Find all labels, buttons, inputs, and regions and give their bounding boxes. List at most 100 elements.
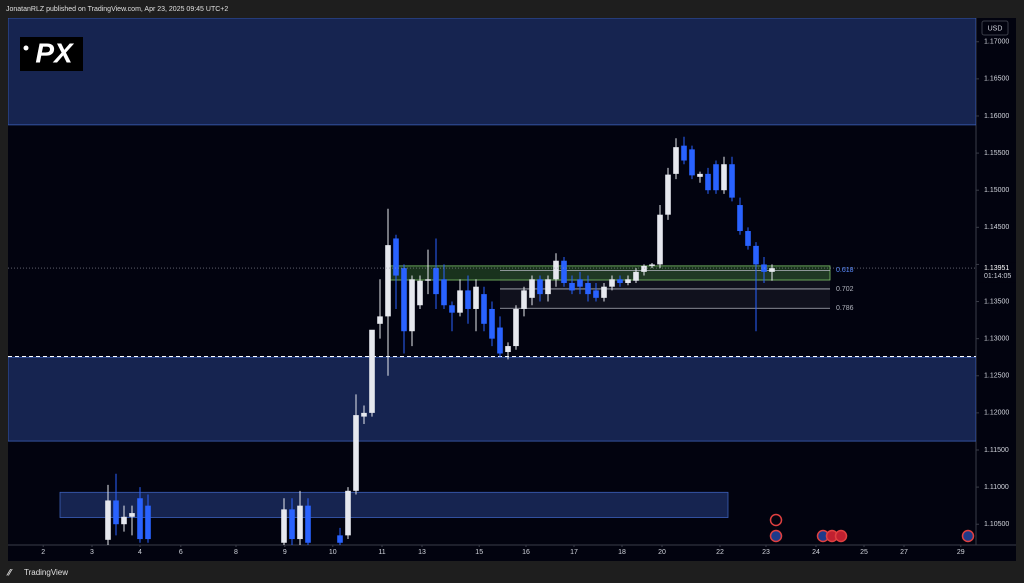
fib-label: 0.702 <box>836 286 854 293</box>
candle-body <box>729 164 735 198</box>
candle-body <box>449 305 455 313</box>
fib-label: 0.618 <box>836 267 854 274</box>
y-tick-label: 1.16500 <box>984 76 1009 83</box>
candle-body <box>505 346 511 353</box>
last-price-tag <box>977 262 1016 283</box>
zone <box>8 356 976 442</box>
candle-body <box>345 490 351 536</box>
currency: USD <box>988 25 1003 32</box>
candle-body <box>545 279 551 295</box>
candle-body <box>353 415 359 491</box>
candle-body <box>137 498 143 540</box>
candle-body <box>553 260 559 280</box>
y-tick-label: 1.13000 <box>984 335 1009 342</box>
candle-body <box>385 245 391 317</box>
candle-body <box>721 164 727 191</box>
x-tick-label: 4 <box>138 549 142 556</box>
candle-body <box>609 279 615 287</box>
candle-body <box>281 509 287 543</box>
y-tick-label: 1.15000 <box>984 187 1009 194</box>
x-tick-label: 10 <box>329 549 337 556</box>
candle-body <box>585 282 591 295</box>
candle-body <box>673 147 679 174</box>
logo-dot <box>23 45 29 51</box>
candle-body <box>513 308 519 347</box>
event-icon <box>961 529 975 543</box>
candle-body <box>113 500 119 525</box>
x-tick-label: 23 <box>762 549 770 556</box>
y-tick-label: 1.12000 <box>984 410 1009 417</box>
zone <box>8 18 976 126</box>
x-tick-label: 3 <box>90 549 94 556</box>
y-tick-label: 1.13500 <box>984 298 1009 305</box>
candle-body <box>665 174 671 215</box>
candle-body <box>641 265 647 272</box>
footer-brand: TradingView <box>24 568 68 577</box>
candle-body <box>649 264 655 266</box>
last-price-label: 1.13951 <box>984 265 1009 272</box>
candle-body <box>433 268 439 295</box>
event-icons <box>769 513 975 543</box>
footer-logo: ⁄⁄ <box>6 567 14 577</box>
x-tick-label: 29 <box>957 549 965 556</box>
candle-body <box>577 279 583 287</box>
candle-body <box>561 260 567 283</box>
candle-body <box>441 279 447 306</box>
candle-body <box>753 245 759 265</box>
event-icon <box>769 529 783 543</box>
candle-body <box>601 286 607 298</box>
candle-body <box>465 290 471 309</box>
x-tick-label: 22 <box>716 549 724 556</box>
candle-body <box>769 268 775 272</box>
candle-body <box>473 286 479 309</box>
y-tick-label: 1.15500 <box>984 150 1009 157</box>
x-tick-label: 25 <box>860 549 868 556</box>
candle-body <box>289 509 295 540</box>
x-tick-label: 9 <box>283 549 287 556</box>
candle-body <box>681 145 687 161</box>
x-tick-label: 6 <box>179 549 183 556</box>
x-tick-label: 2 <box>41 549 45 556</box>
y-tick-label: 1.11500 <box>984 447 1009 454</box>
y-tick-label: 1.11000 <box>984 484 1009 491</box>
x-tick-label: 11 <box>378 549 385 556</box>
candle-body <box>305 505 311 543</box>
candle-body <box>569 282 575 291</box>
candle-body <box>745 231 751 246</box>
x-tick-label: 15 <box>475 549 483 556</box>
candle-body <box>689 149 695 176</box>
plot-area <box>8 18 976 545</box>
candle-body <box>401 268 407 332</box>
candle-body <box>417 280 423 306</box>
x-tick-label: 17 <box>570 549 578 556</box>
logo-box <box>20 37 83 71</box>
candle-body <box>633 271 639 281</box>
candle-body <box>377 316 383 324</box>
candle-body <box>121 516 127 525</box>
event-icon <box>834 529 848 543</box>
x-tick-label: 16 <box>522 549 530 556</box>
candle-body <box>337 535 343 543</box>
candle-body <box>625 279 631 283</box>
candle-body <box>297 505 303 540</box>
candle-body <box>657 214 663 265</box>
fib-label: 0.786 <box>836 305 854 312</box>
candle-body <box>393 238 399 276</box>
candle-body <box>409 279 415 332</box>
candle-body <box>481 294 487 324</box>
x-tick-label: 24 <box>812 549 820 556</box>
candle-body <box>129 513 135 517</box>
candle-body <box>705 173 711 191</box>
y-tick-label: 1.12500 <box>984 373 1009 380</box>
y-tick-label: 1.14500 <box>984 224 1009 231</box>
zone <box>59 491 729 518</box>
y-tick-label: 1.17000 <box>984 39 1009 46</box>
y-tick-label: 1.16000 <box>984 113 1009 120</box>
candle-body <box>457 290 463 313</box>
x-tick-label: 8 <box>234 549 238 556</box>
candle-body <box>489 308 495 339</box>
x-tick-label: 20 <box>658 549 666 556</box>
candle-body <box>145 505 151 540</box>
candle-body <box>425 279 431 281</box>
